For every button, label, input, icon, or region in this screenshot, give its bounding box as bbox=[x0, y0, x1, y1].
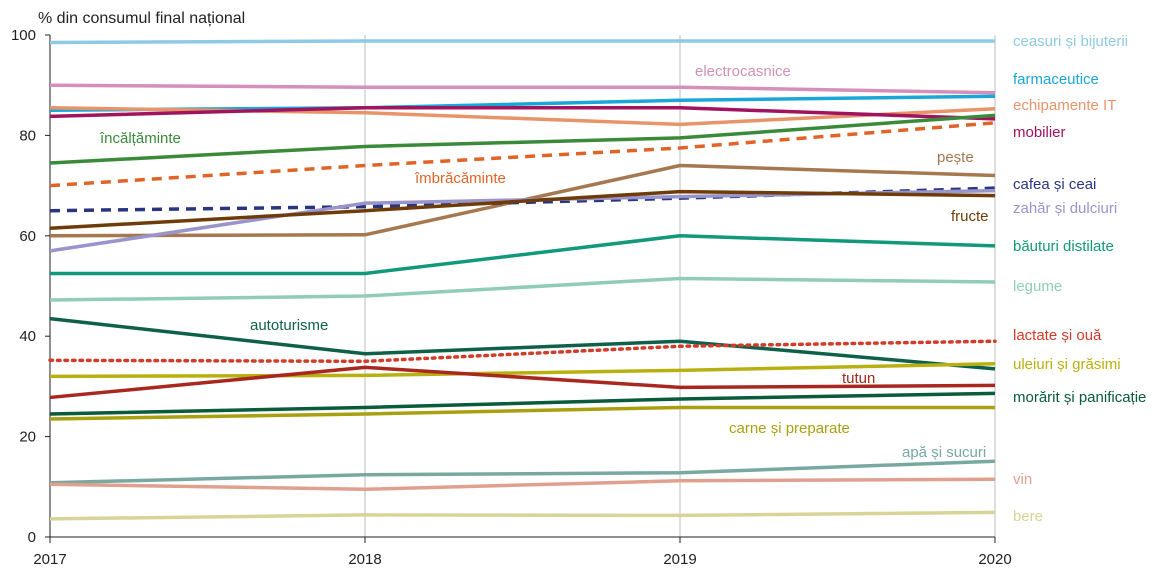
series-line-bauturi-distilate bbox=[50, 234, 996, 276]
series-label-carne-si-preparate: carne și preparate bbox=[729, 420, 850, 437]
series-label-morarit-si-panificatie: morărit și panificație bbox=[1013, 389, 1146, 406]
series-label-tutun: tutun bbox=[842, 370, 875, 387]
series-label-peste: pește bbox=[937, 149, 974, 166]
series-line-mobilier bbox=[49, 106, 996, 121]
series-label-bere: bere bbox=[1013, 508, 1043, 525]
x-tick-label: 2018 bbox=[348, 551, 381, 568]
x-tick-label: 2020 bbox=[978, 551, 1011, 568]
series-label-ceasuri-si-bijuterii: ceasuri și bijuterii bbox=[1013, 33, 1128, 50]
y-tick-label: 60 bbox=[19, 228, 36, 245]
y-tick-label: 20 bbox=[19, 429, 36, 446]
x-tick-label: 2017 bbox=[33, 551, 66, 568]
series-line-legume bbox=[49, 276, 996, 302]
series-label-zahar-si-dulciuri: zahăr și dulciuri bbox=[1013, 200, 1117, 217]
series-label-mobilier: mobilier bbox=[1013, 124, 1066, 141]
series-line-lactate-si-oua bbox=[48, 339, 997, 364]
series-label-bauturi-distilate: băuturi distilate bbox=[1013, 238, 1114, 255]
series-label-uleiuri-si-grasimi: uleiuri și grăsimi bbox=[1013, 356, 1121, 373]
series-label-lactate-si-oua: lactate și ouă bbox=[1013, 327, 1102, 344]
y-unit-label: % din consumul final național bbox=[38, 10, 245, 27]
y-tick-label: 0 bbox=[28, 529, 36, 546]
x-tick-label: 2019 bbox=[663, 551, 696, 568]
series-label-farmaceutice: farmaceutice bbox=[1013, 71, 1099, 88]
series-labels: ceasuri și bijuterii electrocasnice farmac… bbox=[99, 33, 1146, 525]
axes: 0 20 40 60 80 100 2017 2018 2019 2020 bbox=[11, 27, 1012, 568]
series-line-imbracaminte bbox=[49, 121, 996, 188]
series-label-imbracaminte: îmbrăcăminte bbox=[414, 170, 506, 187]
series-line-uleiuri-si-grasimi bbox=[49, 362, 996, 379]
y-tick-label: 100 bbox=[11, 27, 36, 44]
series-line-morarit-si-panificatie bbox=[49, 391, 996, 416]
y-tick-label: 40 bbox=[19, 328, 36, 345]
series-lines bbox=[48, 39, 997, 521]
series-line-echipamente-it bbox=[49, 106, 996, 127]
y-tick-label: 80 bbox=[19, 127, 36, 144]
series-label-electrocasnice: electrocasnice bbox=[695, 63, 791, 80]
series-line-bere bbox=[49, 510, 996, 521]
gridlines bbox=[364, 35, 996, 537]
series-line-tutun bbox=[49, 365, 996, 400]
series-label-apa-si-sucuri: apă și sucuri bbox=[902, 444, 986, 461]
series-label-echipamente-it: echipamente IT bbox=[1013, 97, 1116, 114]
series-label-vin: vin bbox=[1013, 471, 1032, 488]
series-line-vin bbox=[49, 477, 996, 492]
series-line-carne-si-preparate bbox=[49, 405, 995, 421]
series-line-ceasuri-si-bijuterii bbox=[49, 39, 995, 45]
series-line-electrocasnice bbox=[49, 83, 996, 95]
series-label-incaltaminte: încălțăminte bbox=[99, 130, 181, 147]
series-line-fructe bbox=[49, 189, 996, 231]
series-label-fructe: fructe bbox=[951, 208, 989, 225]
series-line-autoturisme bbox=[49, 316, 996, 371]
series-label-autoturisme: autoturisme bbox=[250, 317, 328, 334]
series-line-incaltaminte bbox=[49, 113, 996, 165]
series-label-legume: legume bbox=[1013, 278, 1062, 295]
series-line-apa-si-sucuri bbox=[49, 459, 996, 485]
series-label-cafea-si-ceai: cafea și ceai bbox=[1013, 176, 1096, 193]
